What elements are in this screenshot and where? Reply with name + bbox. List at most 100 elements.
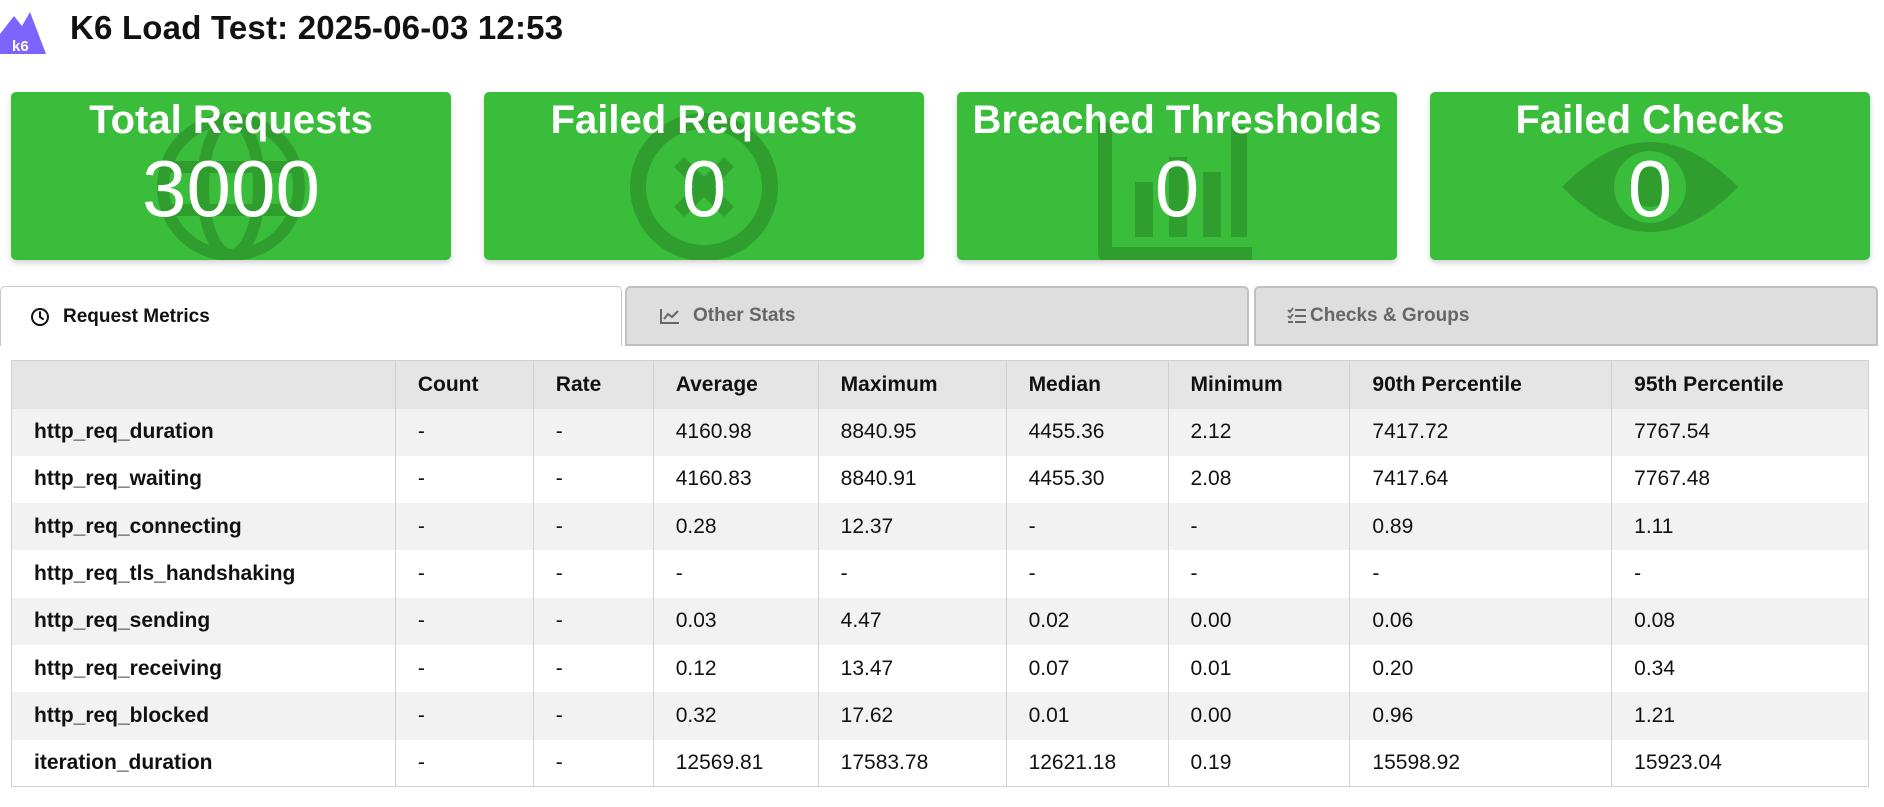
metric-value-cell: 7417.64 (1349, 455, 1612, 504)
card-total-requests: Total Requests 3000 (11, 92, 451, 260)
column-header: 95th Percentile (1611, 360, 1869, 409)
metric-name-cell: http_req_duration (11, 408, 396, 456)
tab-checks-groups[interactable]: Checks & Groups (1254, 286, 1878, 346)
metric-value-cell: 17583.78 (817, 739, 1007, 788)
card-title: Total Requests (89, 98, 373, 142)
metric-value-cell: 4455.36 (1005, 408, 1168, 456)
card-value: 3000 (142, 144, 320, 233)
metric-name-cell: http_req_connecting (11, 503, 396, 551)
metric-value-cell: 0.08 (1611, 597, 1869, 645)
card-breached-thresholds: Breached Thresholds 0 (957, 92, 1397, 260)
table-row: http_req_connecting - -0.28 12.37- -0.89 1.11 (11, 503, 1869, 551)
metric-value-cell: - (394, 739, 534, 788)
summary-cards: Total Requests 3000 Failed Requests 0 Br… (11, 92, 1877, 260)
metric-value-cell: 8840.95 (817, 408, 1007, 456)
metric-value-cell: 4160.83 (652, 455, 819, 504)
table-row: http_req_duration - -4160.98 8840.95 4455.36… (11, 408, 1869, 456)
metric-name-cell: http_req_waiting (11, 455, 396, 504)
metric-value-cell: - (394, 644, 534, 693)
card-title: Failed Checks (1515, 98, 1785, 142)
metric-value-cell: 12621.18 (1005, 739, 1168, 788)
metric-value-cell: 0.19 (1167, 739, 1350, 788)
tab-label: Other Stats (693, 305, 796, 326)
metric-name-cell: http_req_receiving (11, 644, 396, 693)
metric-value-cell: 0.01 (1005, 692, 1168, 740)
metric-value-cell: - (532, 644, 654, 693)
metric-value-cell: 0.32 (652, 692, 819, 740)
metric-value-cell: 15598.92 (1349, 739, 1612, 788)
table-row: http_req_waiting - -4160.83 8840.91 4455.30 2… (11, 455, 1869, 504)
table-row: http_req_blocked - -0.32 17.62 0.01 0.00 0.96 1… (11, 692, 1869, 740)
table-row: http_req_receiving - -0.12 13.47 0.07 0.01 0.2… (11, 644, 1869, 693)
tab-label: Request Metrics (63, 305, 210, 327)
metric-value-cell: 0.01 (1167, 644, 1350, 693)
metric-value-cell: - (532, 692, 654, 740)
metric-value-cell: - (394, 503, 534, 551)
card-failed-requests: Failed Requests 0 (484, 92, 924, 260)
column-header: 90th Percentile (1349, 360, 1612, 409)
metric-value-cell: 4.47 (817, 597, 1007, 645)
metric-name-cell: http_req_blocked (11, 692, 396, 740)
metric-value-cell: 0.00 (1167, 692, 1350, 740)
metric-value-cell: - (532, 739, 654, 788)
metric-value-cell: 0.02 (1005, 597, 1168, 645)
column-header: Maximum (817, 360, 1007, 409)
checklist-icon (1286, 305, 1308, 327)
column-header: Minimum (1167, 360, 1350, 409)
metric-value-cell: - (1167, 550, 1350, 598)
metric-value-cell: - (652, 550, 819, 598)
line-chart-icon (659, 305, 681, 327)
metric-value-cell: 13.47 (817, 644, 1007, 693)
metric-name-cell: http_req_sending (11, 597, 396, 645)
page-title: K6 Load Test: 2025-06-03 12:53 (70, 9, 564, 46)
metric-value-cell: 1.21 (1611, 692, 1869, 740)
tab-request-metrics[interactable]: Request Metrics (0, 286, 622, 346)
metric-value-cell: 15923.04 (1611, 739, 1869, 788)
tab-other-stats[interactable]: Other Stats (625, 286, 1249, 346)
bar-chart-icon (1098, 122, 1252, 260)
metric-value-cell: 0.20 (1349, 644, 1612, 693)
metric-value-cell: - (1167, 503, 1350, 551)
metric-value-cell: - (394, 455, 534, 504)
metric-value-cell: 7417.72 (1349, 408, 1612, 456)
column-header: Average (652, 360, 819, 409)
metric-value-cell: 0.34 (1611, 644, 1869, 693)
request-metrics-panel: Count Rate Average Maximum Median Minimum 90th… (11, 360, 1869, 788)
metric-value-cell: 0.07 (1005, 644, 1168, 693)
clock-icon (29, 306, 51, 328)
card-title: Failed Requests (550, 98, 858, 142)
page-header: k6 K6 Load Test: 2025-06-03 12:53 (0, 0, 1884, 60)
tab-label: Checks & Groups (1310, 305, 1470, 326)
card-value: 0 (1154, 144, 1200, 233)
metric-value-cell: - (394, 550, 534, 598)
metric-value-cell: - (532, 503, 654, 551)
column-header: Rate (532, 360, 654, 409)
metric-name-cell: http_req_tls_handshaking (11, 550, 396, 598)
table-body: http_req_duration - -4160.98 8840.95 4455.36… (11, 408, 1869, 788)
column-header (11, 360, 396, 409)
svg-text:k6: k6 (12, 38, 29, 54)
card-value: 0 (1627, 144, 1673, 233)
card-title: Breached Thresholds (972, 98, 1382, 142)
metric-value-cell: 4160.98 (652, 408, 819, 456)
metric-value-cell: - (394, 408, 534, 456)
metric-value-cell: - (1349, 550, 1612, 598)
metric-value-cell: - (817, 550, 1007, 598)
metric-value-cell: 1.11 (1611, 503, 1869, 551)
metric-value-cell: 17.62 (817, 692, 1007, 740)
metric-name-cell: iteration_duration (11, 739, 396, 788)
metric-value-cell: - (394, 692, 534, 740)
eye-icon (1562, 142, 1738, 232)
metric-value-cell: - (532, 408, 654, 456)
metric-value-cell: - (532, 597, 654, 645)
metric-value-cell: 0.12 (652, 644, 819, 693)
k6-logo: k6 (0, 12, 46, 54)
metric-value-cell: 0.89 (1349, 503, 1612, 551)
metric-value-cell: - (1611, 550, 1869, 598)
metric-value-cell: 0.00 (1167, 597, 1350, 645)
metric-value-cell: 12.37 (817, 503, 1007, 551)
card-failed-checks: Failed Checks 0 (1430, 92, 1870, 260)
column-header: Count (394, 360, 534, 409)
metric-value-cell: 0.03 (652, 597, 819, 645)
metric-value-cell: 8840.91 (817, 455, 1007, 504)
